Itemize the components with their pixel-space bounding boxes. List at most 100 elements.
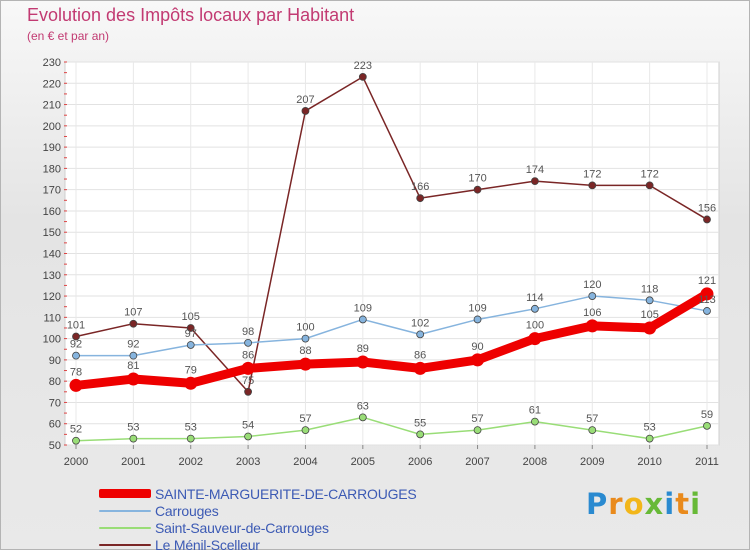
logo-letter: P: [586, 487, 609, 521]
series-point: [356, 355, 370, 369]
x-axis: 2000 2001 2002 2003 2004 2005 2006 2007 2008 2009…: [64, 445, 719, 468]
logo-letter: o: [623, 487, 645, 521]
y-tick-label: 170: [43, 185, 61, 197]
series-point: [531, 304, 539, 313]
series-point: [301, 334, 310, 343]
series-point: [186, 434, 195, 443]
logo-letter: t: [675, 487, 691, 521]
x-tick-label: 2011: [695, 456, 719, 468]
legend-item: SAINTE-MARGUERITE-DE-CARROUGES: [99, 485, 417, 502]
data-label: 106: [583, 307, 601, 319]
series-point: [588, 426, 597, 435]
y-tick-label: 140: [43, 249, 61, 261]
legend-label: Le Ménil-Scelleur: [155, 536, 260, 553]
data-label: 121: [698, 275, 716, 287]
data-label: 57: [471, 413, 483, 425]
data-label: 100: [526, 320, 544, 332]
series-point: [129, 351, 138, 360]
data-label: 86: [242, 349, 254, 361]
x-tick-label: 2009: [580, 456, 604, 468]
series-point: [241, 361, 255, 375]
data-label: 79: [185, 364, 197, 376]
legend-label: SAINTE-MARGUERITE-DE-CARROUGES: [155, 485, 417, 502]
data-label: 172: [640, 168, 658, 180]
y-tick-label: 70: [49, 397, 61, 409]
series-point: [473, 315, 482, 324]
data-label: 53: [644, 422, 656, 434]
legend-swatch: [99, 543, 151, 546]
series-point: [244, 338, 252, 347]
series-point: [129, 319, 138, 328]
series-point: [413, 361, 427, 375]
series-point: [358, 413, 367, 422]
series-point: [126, 372, 140, 386]
data-label: 105: [640, 309, 658, 321]
series-point: [72, 436, 80, 445]
data-label: 100: [296, 322, 314, 334]
legend-swatch: [99, 489, 151, 498]
data-label: 156: [698, 202, 716, 214]
series-point: [645, 434, 654, 443]
data-label: 81: [127, 360, 139, 372]
series-point: [531, 177, 539, 186]
data-label: 97: [185, 328, 197, 340]
series-point: [358, 72, 367, 81]
logo-letter: i: [664, 487, 676, 521]
series-point: [301, 426, 310, 435]
series-point: [471, 353, 485, 367]
data-label: 109: [468, 302, 486, 314]
data-label: 105: [182, 311, 200, 323]
legend-label: Carrouges: [155, 502, 219, 519]
y-tick-label: 60: [49, 419, 61, 431]
data-label: 55: [414, 417, 426, 429]
data-label: 90: [471, 341, 483, 353]
x-tick-label: 2004: [293, 456, 317, 468]
legend-label: Saint-Sauveur-de-Carrouges: [155, 519, 329, 536]
legend-item: Carrouges: [99, 502, 417, 519]
data-label: 59: [701, 409, 713, 421]
series-point: [531, 417, 539, 426]
y-tick-label: 150: [43, 227, 61, 239]
y-tick-label: 50: [49, 440, 61, 452]
x-tick-label: 2000: [64, 456, 88, 468]
data-label: 52: [70, 424, 82, 436]
x-tick-label: 2003: [236, 456, 260, 468]
series-line: [75, 295, 708, 357]
series-point: [184, 376, 198, 390]
series-point: [186, 324, 195, 332]
series-point: [298, 357, 312, 371]
data-label: 57: [586, 413, 598, 425]
data-label: 75: [242, 375, 254, 387]
series-line: [71, 289, 712, 390]
data-label: 101: [67, 319, 85, 331]
data-label: 98: [242, 326, 254, 338]
series-line: [75, 76, 708, 393]
y-tick-label: 120: [43, 291, 61, 303]
series-point: [588, 292, 597, 300]
x-tick-label: 2010: [637, 456, 661, 468]
series-point: [358, 315, 367, 324]
y-tick-label: 190: [43, 142, 61, 154]
series-point: [703, 215, 711, 224]
data-labels: 101 107 105 75 207 223 166 170 174 172 172 156 52 53 5…: [67, 60, 716, 436]
y-tick-label: 130: [43, 270, 61, 282]
series-point: [703, 307, 711, 315]
data-label: 118: [641, 283, 659, 295]
proxiti-logo: Proxiti: [586, 487, 701, 521]
data-label: 88: [299, 345, 311, 357]
series-point: [186, 341, 195, 349]
data-label: 170: [468, 173, 486, 185]
series-point: [528, 332, 542, 346]
legend: SAINTE-MARGUERITE-DE-CARROUGES Carrouges S…: [99, 485, 417, 553]
y-axis: 50 60 70 80 90 100 110 120 130 140 150 160 170 180 190…: [43, 57, 67, 452]
grid-lines: [65, 61, 719, 446]
data-label: 57: [299, 413, 311, 425]
x-tick-label: 2008: [523, 456, 547, 468]
series-point: [588, 181, 597, 190]
legend-swatch: [99, 509, 151, 512]
series-point: [473, 185, 482, 194]
data-label: 63: [357, 400, 369, 412]
x-tick-label: 2006: [408, 456, 432, 468]
